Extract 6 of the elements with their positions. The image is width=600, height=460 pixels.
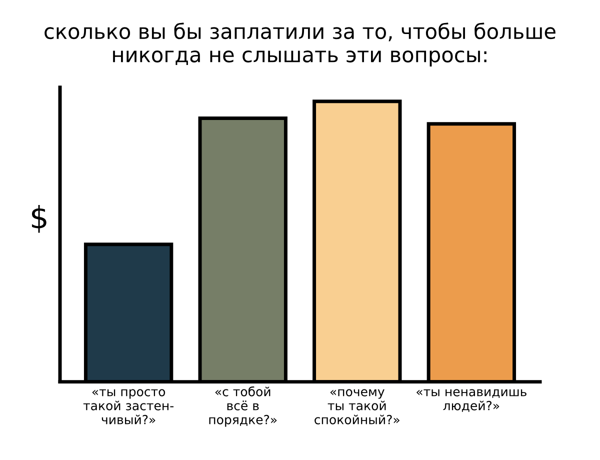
y-axis-title: $ [32,205,46,233]
x-tick-label: «с тобой всё в порядке?» [209,386,277,427]
x-tick-label: «ты ненавидишь людей?» [416,389,526,412]
x-tick-label: «почему ты такой спокойный?» [314,389,400,424]
chart-title: сколько вы бы заплатили за то, чтобы больше никогда не слышать эти вопросы: [44,22,556,66]
x-tick-label: «ты просто такой застен- чивый?» [83,389,174,424]
